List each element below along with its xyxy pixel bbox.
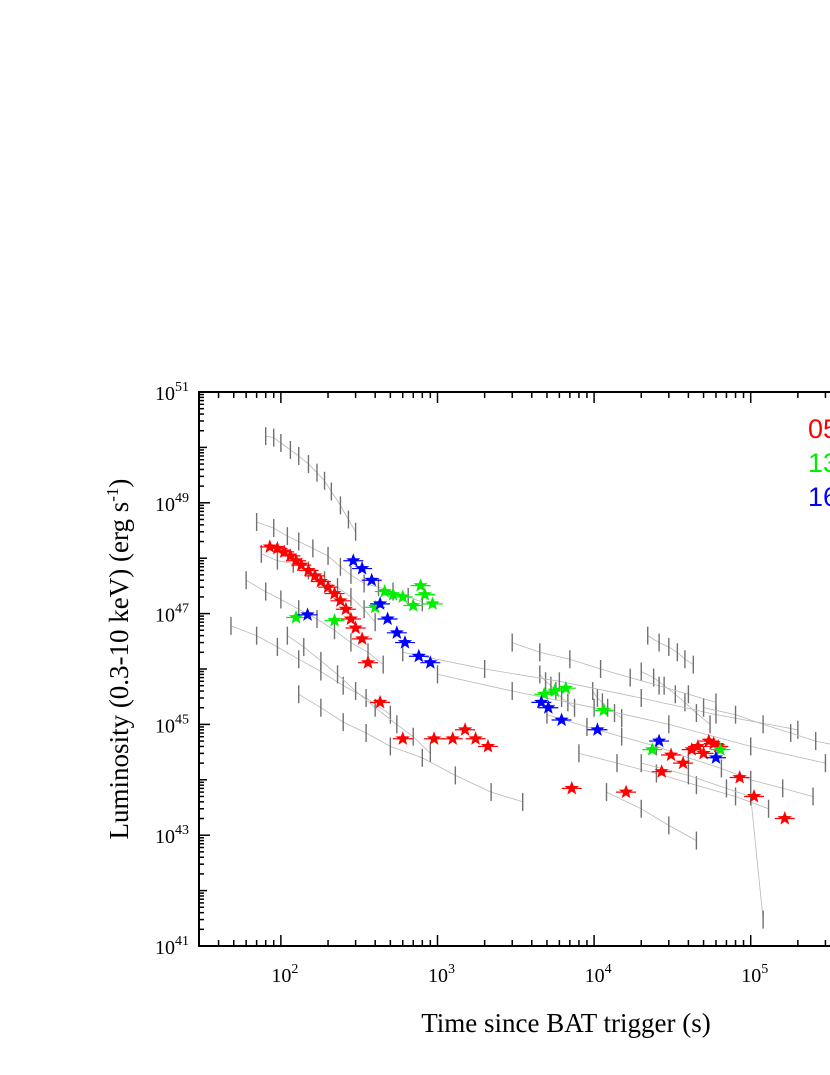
tick-label: 105 — [741, 962, 768, 987]
series-point-05 — [424, 731, 445, 745]
series-point-05 — [693, 745, 714, 760]
series-point-05 — [744, 788, 765, 803]
series-point-13 — [374, 584, 395, 598]
series-point-05 — [370, 694, 391, 709]
background-line — [578, 753, 769, 810]
series-point-05 — [455, 722, 476, 736]
legend: 05 13 16 — [808, 414, 830, 512]
background-line — [592, 690, 622, 719]
series-point-05 — [352, 631, 373, 645]
background-line — [512, 642, 717, 703]
series-point-16 — [386, 625, 407, 639]
background-line — [261, 553, 376, 623]
series-point-05 — [335, 601, 356, 616]
background-line — [402, 651, 798, 731]
y-axis-title: Luminosity (0.3-10 keV) (erg s-1) — [103, 479, 134, 840]
background-line — [647, 635, 694, 665]
tick-label: 103 — [428, 962, 455, 987]
series-point-13 — [593, 702, 614, 717]
legend-entry-05: 05 — [808, 414, 830, 444]
series-point-16 — [705, 750, 726, 764]
series-point-05 — [673, 755, 694, 770]
tick-label: 102 — [271, 962, 298, 987]
series-point-05 — [392, 731, 413, 745]
series-point-05 — [465, 731, 486, 745]
background-line — [437, 674, 826, 764]
legend-entry-16: 16 — [808, 482, 830, 512]
series-point-13 — [324, 613, 345, 627]
series-point-13 — [286, 610, 307, 624]
series-point-13 — [544, 683, 565, 698]
series-point-05 — [561, 780, 582, 795]
series-point-16 — [649, 733, 670, 748]
series-point-13 — [710, 742, 731, 756]
series-point-16 — [394, 635, 415, 649]
series-point-05 — [340, 611, 361, 626]
tick-label: 1051 — [155, 380, 189, 405]
series-point-05 — [442, 731, 463, 745]
tick-label: 104 — [585, 962, 612, 987]
plot-frame — [198, 391, 830, 947]
tick-label: 1045 — [155, 712, 189, 737]
x-axis-title: Time since BAT trigger (s) — [421, 1008, 711, 1038]
series-point-13 — [534, 686, 555, 701]
series-point-05 — [661, 747, 682, 762]
axes: 102 103 104 105 1041 1043 1045 1047 1049 1051 — [155, 380, 830, 987]
series-point-05 — [477, 738, 498, 753]
series-point-16 — [551, 712, 572, 727]
series-point-16 — [538, 700, 559, 714]
series-point-16 — [343, 553, 364, 567]
tick-label: 1047 — [155, 602, 189, 627]
series-point-05 — [358, 655, 379, 669]
series-point-05 — [286, 553, 307, 567]
series-point-13 — [392, 589, 413, 603]
series-point-05 — [708, 738, 729, 753]
tick-label: 1041 — [155, 934, 189, 959]
background-line — [230, 625, 391, 715]
background-line — [245, 579, 384, 665]
series-point-05 — [774, 811, 795, 825]
series-point-13 — [642, 742, 663, 756]
background-line — [703, 707, 830, 745]
highlighted-series — [259, 539, 795, 825]
background-samples — [230, 427, 830, 929]
background-line — [265, 435, 356, 533]
series-point-05 — [687, 738, 708, 753]
series-point-05 — [729, 770, 750, 784]
series-point-13 — [555, 680, 576, 695]
series-point-16 — [420, 655, 441, 669]
series-point-16 — [408, 648, 429, 663]
series-point-05 — [330, 593, 351, 607]
series-point-05 — [616, 784, 637, 799]
background-line — [606, 791, 697, 841]
series-point-05 — [651, 764, 672, 778]
series-point-05 — [324, 586, 345, 600]
series-point-13 — [414, 587, 435, 601]
series-point-13 — [403, 598, 424, 612]
series-point-05 — [345, 620, 366, 635]
series-point-16 — [377, 611, 398, 626]
legend-entry-13: 13 — [808, 448, 830, 478]
series-point-13 — [410, 578, 431, 592]
series-point-13 — [422, 596, 443, 610]
series-point-16 — [370, 596, 391, 610]
series-point-05 — [304, 568, 325, 582]
series-point-16 — [352, 561, 373, 575]
series-point-16 — [297, 607, 318, 621]
axis-titles: Time since BAT trigger (s) Luminosity (0.… — [103, 479, 711, 1038]
series-point-16 — [361, 572, 382, 587]
tick-label: 1043 — [155, 823, 189, 848]
tick-label: 1049 — [155, 491, 189, 516]
background-line — [256, 521, 423, 603]
series-point-16 — [587, 722, 608, 736]
